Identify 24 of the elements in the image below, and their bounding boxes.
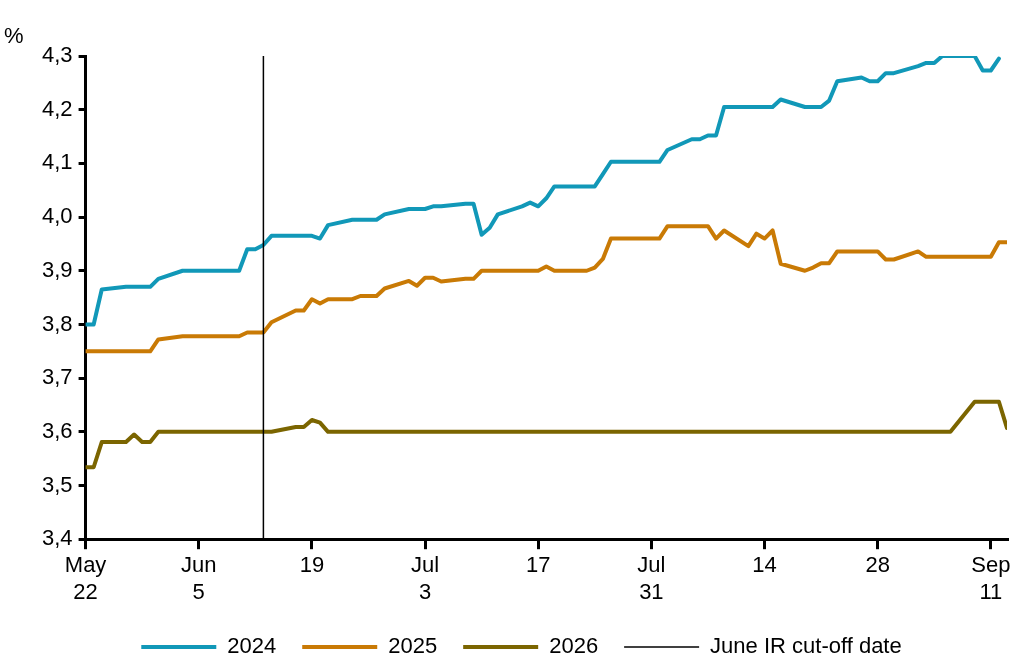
x-tick-label: Jul 3 <box>410 552 440 604</box>
legend-label: June IR cut-off date <box>710 633 902 659</box>
x-tick-label: May 22 <box>64 552 107 604</box>
y-tick-label: 3,9 <box>41 256 73 282</box>
x-tick-label: Sep 11 <box>971 552 1011 604</box>
y-tick-label: 3,6 <box>41 417 73 443</box>
legend-label: 2026 <box>549 633 599 659</box>
y-tick-label: 3,4 <box>41 525 73 551</box>
legend-label: 2024 <box>227 633 277 659</box>
x-tick-label: 19 <box>299 552 325 578</box>
x-tick-label: Jun 5 <box>181 552 217 604</box>
y-tick-label: 4,1 <box>41 149 73 175</box>
y-tick-label: 3,5 <box>41 471 73 497</box>
x-tick-label: 14 <box>752 552 777 578</box>
x-tick-label: 28 <box>865 552 890 578</box>
y-axis-title: % <box>4 23 24 49</box>
x-tick-label: Jul 31 <box>637 552 666 604</box>
x-tick-label: 17 <box>525 552 551 578</box>
y-tick-label: 4,2 <box>41 95 73 121</box>
legend-label: 2025 <box>388 633 438 659</box>
y-tick-label: 4,3 <box>41 42 73 68</box>
y-tick-label: 3,8 <box>41 310 73 336</box>
y-tick-label: 4,0 <box>41 203 73 229</box>
y-tick-label: 3,7 <box>41 364 73 390</box>
